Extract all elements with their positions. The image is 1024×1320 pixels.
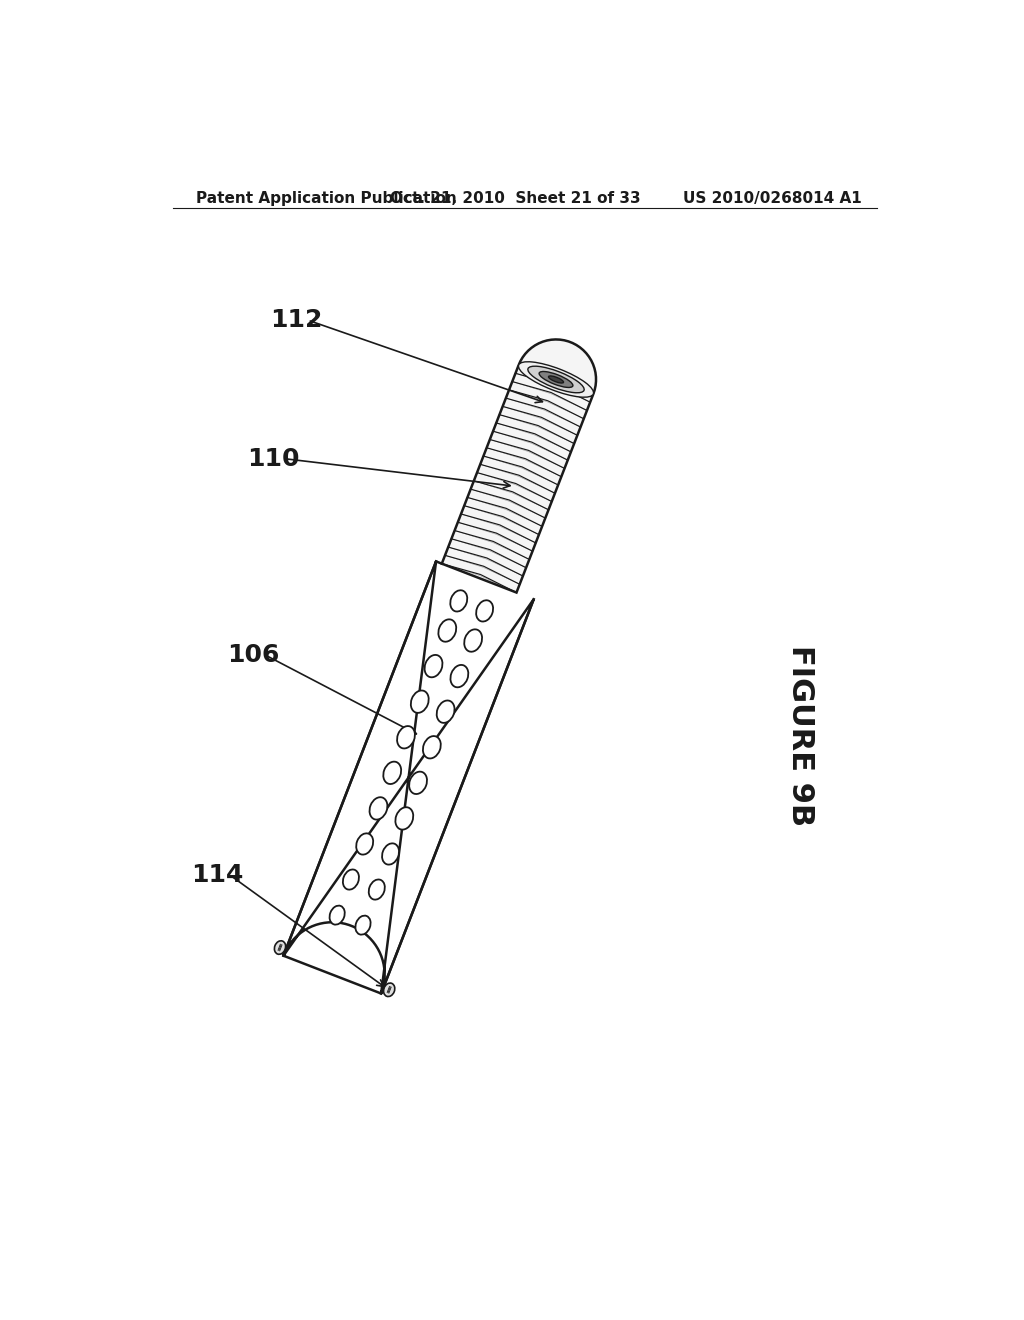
Ellipse shape bbox=[464, 630, 482, 652]
Ellipse shape bbox=[518, 362, 594, 397]
Ellipse shape bbox=[384, 983, 395, 997]
Text: 112: 112 bbox=[270, 308, 323, 333]
Ellipse shape bbox=[549, 376, 563, 383]
Text: 114: 114 bbox=[191, 862, 244, 887]
Ellipse shape bbox=[395, 808, 414, 829]
Polygon shape bbox=[284, 561, 534, 994]
Ellipse shape bbox=[410, 772, 427, 795]
Ellipse shape bbox=[527, 366, 584, 393]
Text: Patent Application Publication: Patent Application Publication bbox=[196, 191, 457, 206]
Ellipse shape bbox=[356, 833, 373, 854]
Text: FIGURE 9B: FIGURE 9B bbox=[786, 645, 815, 826]
Ellipse shape bbox=[411, 690, 429, 713]
Ellipse shape bbox=[355, 916, 371, 935]
Ellipse shape bbox=[438, 619, 457, 642]
Ellipse shape bbox=[330, 906, 345, 924]
Ellipse shape bbox=[370, 797, 387, 820]
Ellipse shape bbox=[425, 655, 442, 677]
Ellipse shape bbox=[369, 879, 385, 900]
Ellipse shape bbox=[383, 762, 401, 784]
Ellipse shape bbox=[451, 590, 467, 611]
Ellipse shape bbox=[436, 701, 455, 723]
Ellipse shape bbox=[343, 870, 359, 890]
Text: US 2010/0268014 A1: US 2010/0268014 A1 bbox=[683, 191, 862, 206]
Text: Oct. 21, 2010  Sheet 21 of 33: Oct. 21, 2010 Sheet 21 of 33 bbox=[390, 191, 641, 206]
Ellipse shape bbox=[476, 601, 494, 622]
Ellipse shape bbox=[274, 941, 286, 954]
Polygon shape bbox=[441, 339, 596, 593]
Text: 106: 106 bbox=[227, 643, 280, 667]
Ellipse shape bbox=[397, 726, 415, 748]
Ellipse shape bbox=[423, 737, 440, 759]
Ellipse shape bbox=[451, 665, 468, 688]
Text: 110: 110 bbox=[247, 446, 299, 471]
Ellipse shape bbox=[539, 371, 572, 388]
Ellipse shape bbox=[382, 843, 399, 865]
